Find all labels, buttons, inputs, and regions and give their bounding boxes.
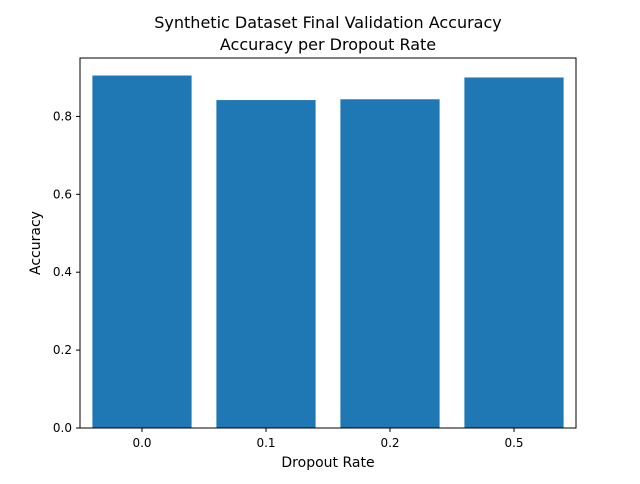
y-tick-label: 0.6 <box>53 187 72 201</box>
bar-0.2 <box>340 99 440 428</box>
x-tick-label: 0.0 <box>132 436 151 450</box>
x-axis-label: Dropout Rate <box>281 455 374 471</box>
bar-0.5 <box>464 77 564 428</box>
bar-0.0 <box>92 75 192 428</box>
y-tick-label: 0.2 <box>53 343 72 357</box>
x-tick-label: 0.2 <box>380 436 399 450</box>
y-tick-label: 0.0 <box>53 421 72 435</box>
chart-subtitle: Accuracy per Dropout Rate <box>220 35 436 54</box>
x-tick-label: 0.5 <box>504 436 523 450</box>
bar-0.1 <box>216 100 316 428</box>
y-tick-label: 0.8 <box>53 109 72 123</box>
y-axis-label: Accuracy <box>28 211 44 275</box>
x-tick-label: 0.1 <box>256 436 275 450</box>
bars-layer <box>92 75 564 428</box>
y-axis: 0.0 0.2 0.4 0.6 0.8 <box>53 109 80 435</box>
chart-title: Synthetic Dataset Final Validation Accur… <box>154 13 501 32</box>
plot-frame <box>79 57 577 429</box>
x-axis: 0.0 0.1 0.2 0.5 <box>132 428 524 450</box>
y-tick-label: 0.4 <box>53 265 72 279</box>
